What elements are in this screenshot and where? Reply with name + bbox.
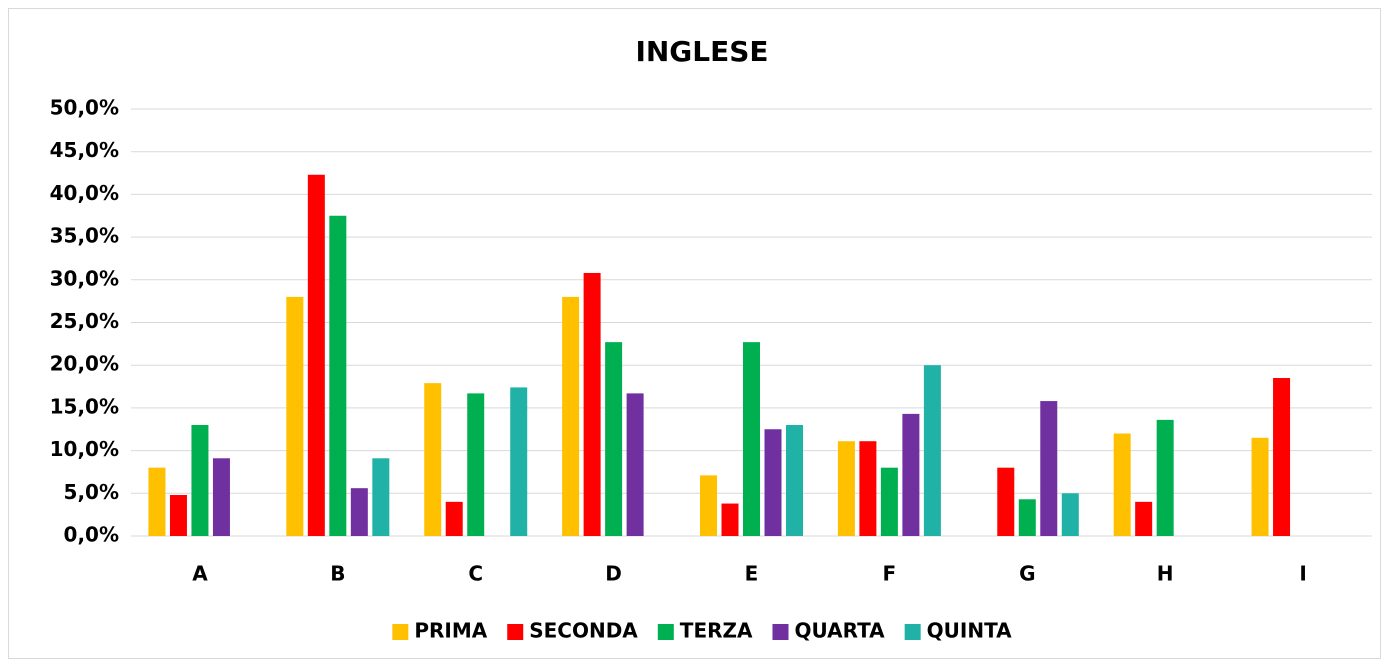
y-tick-label: 30,0% [50,266,119,290]
x-tick-label: I [1299,562,1306,586]
y-tick-label: 5,0% [64,480,119,504]
legend-swatch [657,624,674,640]
y-tick-label: 40,0% [50,181,119,205]
bar [191,424,209,536]
bar [424,383,442,536]
bar [1135,501,1153,536]
chart-frame [8,8,1381,659]
x-tick-label: E [745,562,759,586]
bar [372,458,390,536]
x-tick-label: B [330,562,345,586]
x-tick-label: G [1019,562,1035,586]
legend-label: PRIMA [414,619,487,643]
bar [1273,378,1291,536]
bar [329,215,347,536]
bar [902,413,920,536]
bar [880,467,898,536]
legend-swatch [507,624,524,640]
legend-label: SECONDA [529,619,638,643]
bar [764,429,782,536]
y-tick-label: 0,0% [64,523,119,547]
bar [700,475,717,536]
bar [307,174,325,536]
y-tick-label: 45,0% [50,138,119,162]
y-tick-label: 50,0% [50,96,119,120]
legend-swatch [904,624,921,640]
y-tick-label: 15,0% [50,394,119,418]
legend-swatch [392,624,409,640]
x-tick-label: D [605,562,622,586]
bar [212,458,230,536]
bar [510,387,528,536]
legend-swatch [772,624,789,640]
bar [445,501,463,536]
bar [997,467,1015,536]
bar [148,467,166,536]
y-tick-label: 25,0% [50,309,119,333]
legend-label: TERZA [680,619,753,643]
bar [1040,401,1058,536]
bar [859,441,877,536]
bar [562,296,580,536]
bar [286,296,304,536]
y-tick-label: 20,0% [50,352,119,376]
chart-title: INGLESE [635,35,768,68]
bar [1156,419,1174,536]
bar [923,365,941,536]
bar [721,503,739,536]
x-tick-label: A [192,562,208,586]
bar [743,342,760,536]
x-tick-label: F [883,562,897,586]
bar [786,424,803,536]
y-tick-label: 35,0% [50,224,119,248]
y-tick-label: 10,0% [50,437,119,461]
legend-label: QUINTA [927,619,1013,643]
bar [605,342,623,536]
bar [1061,493,1079,536]
bar [583,272,601,536]
bar [1251,437,1269,536]
bar [837,441,855,536]
bar [1018,499,1036,536]
x-tick-label: H [1157,562,1174,586]
bar [1113,433,1131,536]
bar [169,495,187,536]
legend-label: QUARTA [794,619,885,643]
bar [350,488,368,536]
x-tick-label: C [468,562,483,586]
bar [467,393,485,536]
bar [626,393,644,536]
